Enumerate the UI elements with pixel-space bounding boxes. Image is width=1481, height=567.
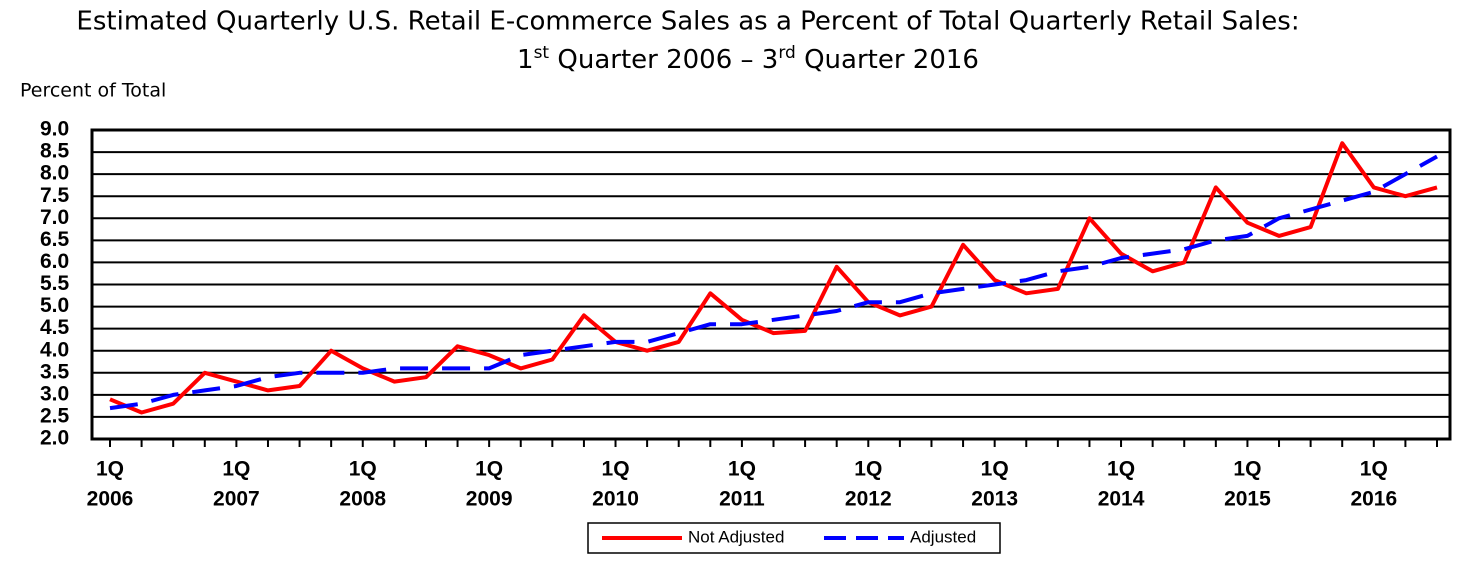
legend-label: Not Adjusted <box>688 527 784 546</box>
subtitle-superscript: rd <box>778 43 795 63</box>
subtitle-part: Quarter 2016 <box>796 45 979 75</box>
x-tick-label: 2008 <box>339 488 386 511</box>
y-tick-label: 9.0 <box>40 118 69 141</box>
x-tick-label: 2007 <box>213 488 260 511</box>
y-tick-label: 7.0 <box>40 206 69 229</box>
x-tick-label: 1Q <box>1360 458 1388 481</box>
y-tick-label: 7.5 <box>40 184 70 207</box>
y-tick-label: 2.0 <box>40 427 69 450</box>
y-tick-label: 4.5 <box>40 316 70 339</box>
x-tick-label: 1Q <box>1233 458 1261 481</box>
x-tick-label: 1Q <box>222 458 250 481</box>
y-tick-label: 4.0 <box>40 338 69 361</box>
y-tick-label: 2.5 <box>40 404 70 427</box>
y-tick-label: 5.0 <box>40 294 69 317</box>
y-tick-label: 3.5 <box>40 360 70 383</box>
x-tick-label: 2009 <box>466 488 513 511</box>
data-line <box>109 154 1438 411</box>
subtitle-part: 1 <box>517 45 534 75</box>
y-axis-label: Percent of Total <box>20 80 166 102</box>
x-tick-label: 2012 <box>845 488 892 511</box>
y-tick-label: 8.0 <box>40 162 69 185</box>
data-line <box>109 141 1438 415</box>
x-tick-label: 1Q <box>728 458 756 481</box>
plot-frame <box>90 128 1452 441</box>
subtitle-part: Quarter 2006 – 3 <box>549 45 778 75</box>
x-tick-label: 1Q <box>475 458 503 481</box>
x-tick-label: 2013 <box>971 488 1018 511</box>
x-tick-label: 2016 <box>1350 488 1397 511</box>
x-tick-label: 1Q <box>981 458 1009 481</box>
x-tick-label: 2006 <box>87 488 134 511</box>
chart-subtitle: 1st Quarter 2006 – 3rd Quarter 2016 <box>517 43 979 75</box>
legend-label: Adjusted <box>910 527 976 546</box>
x-tick-label: 2011 <box>719 488 765 511</box>
x-tick-label: 1Q <box>854 458 882 481</box>
y-tick-label: 5.5 <box>40 272 70 295</box>
x-tick-label: 2015 <box>1224 488 1271 511</box>
y-tick-label: 8.5 <box>40 140 70 163</box>
x-tick-label: 1Q <box>1107 458 1135 481</box>
chart-title: Estimated Quarterly U.S. Retail E-commer… <box>76 7 1299 37</box>
x-tick-label: 1Q <box>349 458 377 481</box>
x-tick-label: 2014 <box>1098 488 1145 511</box>
y-tick-label: 6.0 <box>40 250 69 273</box>
x-tick-label: 1Q <box>96 458 124 481</box>
y-tick-label: 3.0 <box>40 382 69 405</box>
y-tick-label: 6.5 <box>40 228 70 251</box>
x-tick-label: 2010 <box>592 488 639 511</box>
subtitle-superscript: st <box>534 43 550 63</box>
x-tick-label: 1Q <box>602 458 630 481</box>
